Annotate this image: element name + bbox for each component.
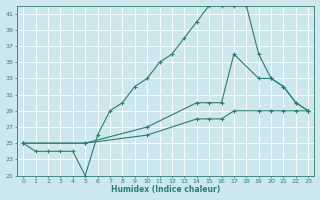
X-axis label: Humidex (Indice chaleur): Humidex (Indice chaleur) [111,185,220,194]
